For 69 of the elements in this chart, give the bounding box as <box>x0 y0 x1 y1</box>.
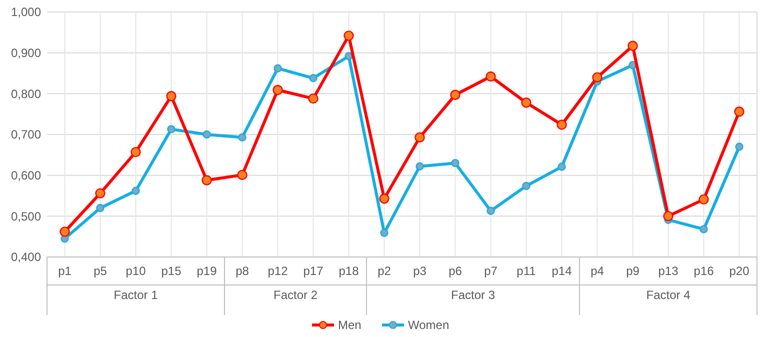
text: Factor 1 <box>114 288 158 302</box>
point <box>308 93 318 104</box>
point <box>238 133 246 142</box>
x-tick-label: p7 <box>484 264 498 278</box>
x-tick-label: p17 <box>303 264 324 278</box>
legend-label: Women <box>408 318 450 332</box>
y-tick-label: 0,600 <box>10 168 42 183</box>
point <box>556 120 567 130</box>
y-tick-label: 0,400 <box>10 250 42 264</box>
point <box>344 30 354 41</box>
point <box>734 106 744 117</box>
x-tick-label: p8 <box>236 264 250 278</box>
x-tick-label: p18 <box>338 264 360 278</box>
point <box>558 162 566 171</box>
y-tick-label: 0,900 <box>10 46 42 60</box>
point <box>522 182 530 190</box>
x-tick-label: p3 <box>413 264 427 278</box>
point <box>309 74 318 82</box>
point <box>414 132 425 142</box>
point <box>451 158 460 168</box>
point <box>166 91 176 102</box>
point <box>698 194 709 205</box>
point <box>237 170 248 180</box>
point <box>486 71 496 82</box>
point <box>521 98 532 108</box>
x-tick-label: p14 <box>552 264 572 278</box>
x-tick-label: p12 <box>268 264 288 278</box>
x-tick-label: p6 <box>448 264 462 278</box>
point <box>272 84 283 96</box>
y-tick-label: 0,800 <box>10 86 42 101</box>
x-tick-label: p16 <box>694 264 714 278</box>
x-tick-label: p11 <box>516 264 536 278</box>
point <box>95 188 106 198</box>
x-tick-label: p2 <box>378 264 392 278</box>
x-tick-label: p20 <box>729 264 750 278</box>
x-tick-label: p19 <box>196 264 218 278</box>
x-tick-label: p9 <box>626 264 640 278</box>
x-tick-label: p4 <box>590 264 604 278</box>
point <box>167 125 176 134</box>
x-tick-label: p1 <box>58 264 72 278</box>
point <box>380 228 388 238</box>
point <box>628 40 638 51</box>
point <box>60 226 70 237</box>
point <box>735 142 744 151</box>
x-tick-label: p15 <box>161 264 182 278</box>
x-tick-label: p13 <box>658 264 679 278</box>
point <box>202 130 211 139</box>
point <box>592 72 602 82</box>
point <box>130 146 141 158</box>
point <box>486 206 495 215</box>
point <box>663 211 674 222</box>
point <box>96 204 104 212</box>
point <box>450 90 460 100</box>
text: Factor 2 <box>273 288 318 302</box>
text: Factor 4 <box>646 288 691 302</box>
y-tick-label: 0,500 <box>10 209 42 224</box>
point <box>132 186 140 195</box>
point <box>344 52 353 60</box>
x-tick-label: p5 <box>94 264 108 278</box>
point <box>416 162 424 170</box>
y-tick-label: 0,700 <box>10 128 42 142</box>
point <box>379 194 390 204</box>
x-tick-label: p10 <box>126 264 146 278</box>
text: Factor 3 <box>450 288 496 302</box>
legend-label: Men <box>338 318 362 332</box>
point <box>274 64 282 72</box>
point <box>202 175 212 186</box>
point <box>700 225 708 234</box>
y-tick-label: 1,000 <box>10 5 42 20</box>
